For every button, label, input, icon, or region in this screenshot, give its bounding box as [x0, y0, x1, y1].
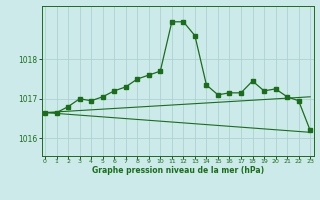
X-axis label: Graphe pression niveau de la mer (hPa): Graphe pression niveau de la mer (hPa) [92, 166, 264, 175]
